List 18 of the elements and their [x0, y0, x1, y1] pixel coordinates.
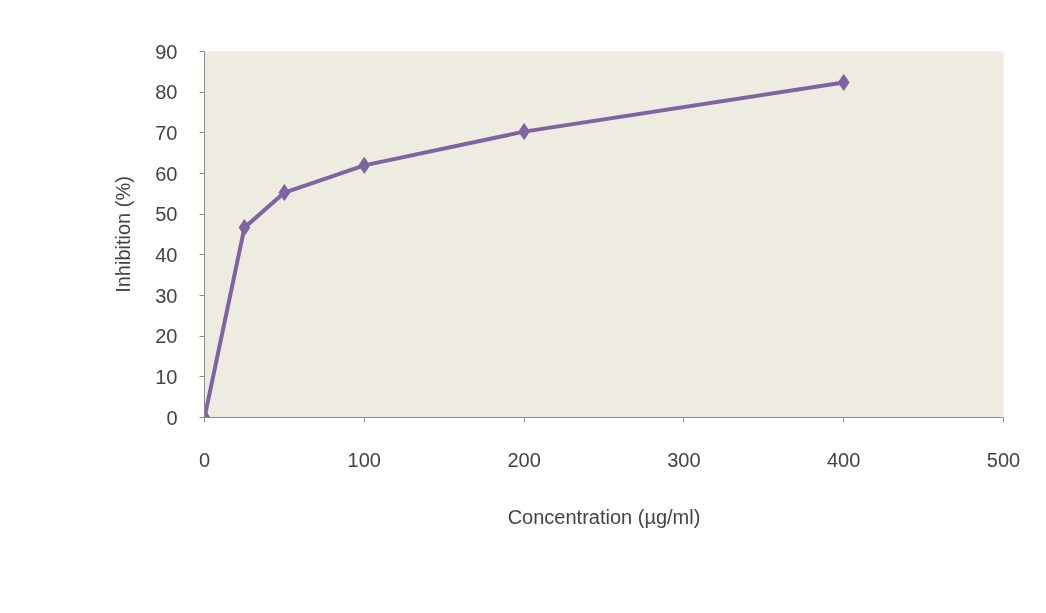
y-tick-label: 40 [155, 243, 178, 266]
y-tick-label: 70 [155, 121, 178, 144]
x-tick-label: 500 [986, 448, 1021, 471]
y-tick-label: 0 [166, 406, 178, 429]
x-tick-label: 300 [667, 448, 701, 471]
y-tick-label: 30 [155, 284, 178, 307]
y-axis-title: Inhibition (%) [112, 176, 135, 293]
y-tick-label: 80 [155, 81, 178, 104]
x-tick-label: 0 [198, 448, 211, 471]
y-tick-label: 90 [155, 40, 178, 63]
x-tick-label: 400 [827, 448, 861, 471]
x-tick-label: 100 [347, 448, 381, 471]
x-tick-label: 200 [507, 448, 541, 471]
y-tick-label: 50 [155, 203, 178, 226]
y-tick-label: 20 [155, 325, 178, 348]
x-axis-title: Concentration (µg/ml) [507, 505, 701, 528]
y-tick-label: 10 [155, 365, 178, 388]
y-tick-label: 60 [155, 162, 178, 185]
